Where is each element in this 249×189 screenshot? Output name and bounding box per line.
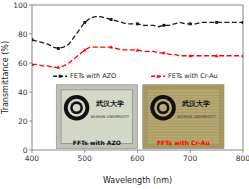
chart: 400 500 600 700 800 0 20 40 60 80 100 Wavelength (n… xyxy=(0,0,249,189)
inset-title: 武汉大学 xyxy=(181,100,210,108)
inset-crau: 武汉大学 WUHAN UNIVERSITY FFTs with Cr-Au xyxy=(143,85,224,149)
plot-area xyxy=(32,17,243,69)
x-tick-label: 400 xyxy=(25,154,40,163)
x-tick-label: 500 xyxy=(78,154,93,163)
y-tick xyxy=(29,63,32,64)
x-tick-label: 700 xyxy=(183,154,198,163)
series-marker xyxy=(57,47,60,50)
inset-logo xyxy=(150,95,176,121)
series-marker xyxy=(215,54,219,57)
series-marker xyxy=(83,48,87,51)
inset-label: FFTs with Cr-Au xyxy=(157,139,210,146)
x-tick xyxy=(32,150,33,153)
inset-title: 武汉大学 xyxy=(95,100,124,108)
legend: FETs with AZO FETs with Cr-Au xyxy=(53,72,218,80)
inset-stripe xyxy=(146,120,221,121)
y-axis-label: Transmittance (%) xyxy=(1,41,10,115)
inset-panel xyxy=(61,90,132,144)
series-marker xyxy=(110,18,113,21)
y-tick-label: 40 xyxy=(18,88,28,97)
plot-frame xyxy=(32,5,243,150)
series-marker xyxy=(241,54,243,57)
inset-frame xyxy=(56,85,137,149)
inset-logo xyxy=(73,104,81,112)
y-tick-label: 80 xyxy=(18,30,28,39)
y-tick xyxy=(29,5,32,6)
y-tick xyxy=(29,121,32,122)
inset-logo xyxy=(157,101,170,114)
series-marker xyxy=(57,66,61,69)
inset-stripe xyxy=(146,135,221,136)
series-marker xyxy=(162,24,165,27)
series-line xyxy=(32,47,243,67)
x-tick-label: 600 xyxy=(130,154,145,163)
x-tick-label: 800 xyxy=(236,154,249,163)
series-marker xyxy=(136,48,140,51)
x-axis-label: Wavelength (nm) xyxy=(103,176,172,185)
inset-stripe xyxy=(146,92,221,93)
inset-logo xyxy=(68,99,86,117)
inset-stripe xyxy=(146,126,221,127)
inset-logo xyxy=(64,95,90,121)
series-marker xyxy=(32,63,34,66)
x-tick xyxy=(84,150,85,153)
legend-label: FETs with AZO xyxy=(70,72,116,80)
inset-logo xyxy=(154,99,172,117)
inset-subtitle: WUHAN UNIVERSITY xyxy=(177,114,216,119)
inset-logo xyxy=(159,104,167,112)
series-marker xyxy=(215,21,218,24)
inset-azo: 武汉大学 WUHAN UNIVERSITY FFTs with AZO xyxy=(56,85,137,149)
y-tick xyxy=(29,34,32,35)
series-marker xyxy=(109,45,113,48)
series-marker xyxy=(83,21,86,24)
inset-frame xyxy=(143,85,224,149)
y-tick xyxy=(29,92,32,93)
y-tick xyxy=(29,150,32,151)
series-marker xyxy=(242,21,243,24)
legend-marker xyxy=(59,75,62,78)
inset-subtitle: WUHAN UNIVERSITY xyxy=(91,114,130,119)
y-tick-label: 20 xyxy=(18,117,28,126)
series-marker xyxy=(136,22,139,25)
y-tick-label: 100 xyxy=(13,1,28,10)
series-marker xyxy=(189,22,192,25)
series-marker xyxy=(188,54,192,57)
inset-label: FFTs with AZO xyxy=(73,139,121,146)
inset-stripe xyxy=(146,132,221,133)
legend-line xyxy=(53,76,67,77)
legend-marker xyxy=(156,74,160,77)
series-line xyxy=(32,17,243,49)
inset-logo xyxy=(70,101,83,114)
inset-stripe xyxy=(146,123,221,124)
y-tick-label: 0 xyxy=(23,146,28,155)
x-tick xyxy=(190,150,191,153)
inset-panel xyxy=(148,90,219,144)
y-tick-label: 60 xyxy=(18,59,28,68)
inset-stripe xyxy=(146,95,221,96)
legend-label: FETs with Cr-Au xyxy=(168,72,218,80)
x-tick xyxy=(137,150,138,153)
inset-stripe xyxy=(146,129,221,130)
series-marker xyxy=(162,51,166,54)
series-marker xyxy=(32,38,33,41)
x-tick xyxy=(243,150,244,153)
